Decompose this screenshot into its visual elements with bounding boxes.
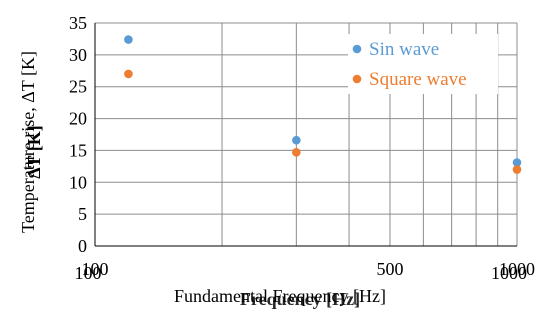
data-points (124, 35, 522, 174)
data-point-sin-wave (124, 35, 133, 44)
y-axis-title-overlay: ΔT [K] (24, 125, 44, 178)
x-tick-label-overlay: 100 (75, 263, 102, 283)
y-tick-label: 20 (69, 109, 87, 129)
x-tick-labels: 100 500 1000 100 1000 (75, 259, 536, 283)
legend-label-sin-wave: Sin wave (369, 39, 439, 60)
grid-lines (95, 22, 518, 246)
legend-label-square-wave: Square wave (369, 69, 467, 90)
legend-background (348, 34, 498, 94)
y-tick-label: 5 (78, 204, 87, 224)
x-tick-label-overlay: 1000 (491, 263, 527, 283)
x-tick-label: 500 (376, 259, 403, 279)
y-tick-label: 25 (69, 77, 87, 97)
data-point-square-wave (512, 165, 522, 174)
axes (94, 23, 517, 247)
data-point-square-wave (292, 148, 301, 157)
data-point-sin-wave (512, 158, 522, 167)
data-point-sin-wave (292, 135, 301, 145)
y-tick-label: 35 (69, 13, 87, 33)
y-axis-title: Temperature rise, ΔT [K] (18, 51, 38, 233)
y-tick-labels: 0 5 10 15 20 25 30 35 (69, 13, 87, 256)
legend-marker-square-wave (352, 74, 362, 84)
y-tick-label: 0 (78, 236, 87, 256)
x-axis-title: Fundamental Frequency [Hz] (174, 286, 386, 306)
legend-marker-sin-wave (352, 44, 362, 54)
y-tick-label: 10 (69, 172, 87, 192)
x-axis-title-overlay: Frequency [Hz] (240, 289, 360, 309)
y-tick-label: 15 (69, 140, 87, 160)
x-tick-label: 1000 (499, 259, 535, 279)
legend: Sin wave Square wave (348, 34, 498, 94)
data-point-square-wave (124, 69, 133, 79)
y-tick-label: 30 (69, 45, 87, 65)
x-tick-label: 100 (82, 259, 109, 279)
